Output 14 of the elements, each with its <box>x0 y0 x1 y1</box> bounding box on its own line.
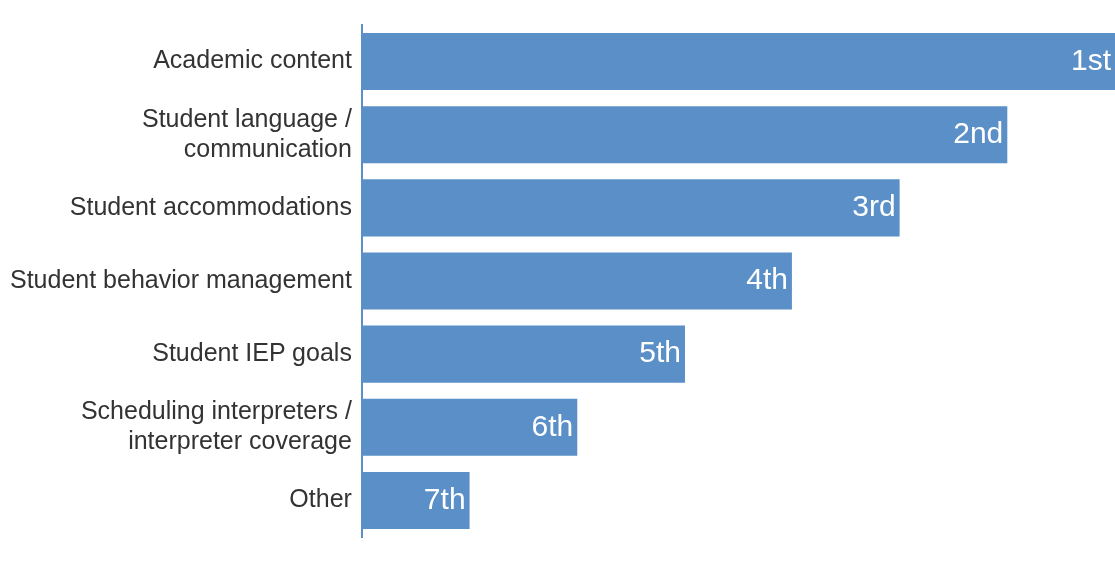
annotation: 1st <box>1070 42 1112 76</box>
y-tick-label: Student language / communication <box>141 103 352 162</box>
y-tick-label: Student IEP goals <box>152 338 352 367</box>
y-tick-label: Academic content <box>153 45 352 74</box>
y-tick-label: Scheduling interpreters / interpreter coverage <box>80 396 352 455</box>
y-tick-label: Student behavior management <box>9 264 352 293</box>
y-tick-label: Student accommodations <box>69 191 352 220</box>
annotation: 3rd <box>852 189 896 223</box>
annotation: 5th <box>639 335 681 369</box>
annotation: 4th <box>746 262 788 296</box>
y-tick-label: Other <box>289 484 352 513</box>
annotation: 7th <box>423 481 466 515</box>
annotation: 2nd <box>953 115 1004 149</box>
annotation: 6th <box>531 408 574 442</box>
